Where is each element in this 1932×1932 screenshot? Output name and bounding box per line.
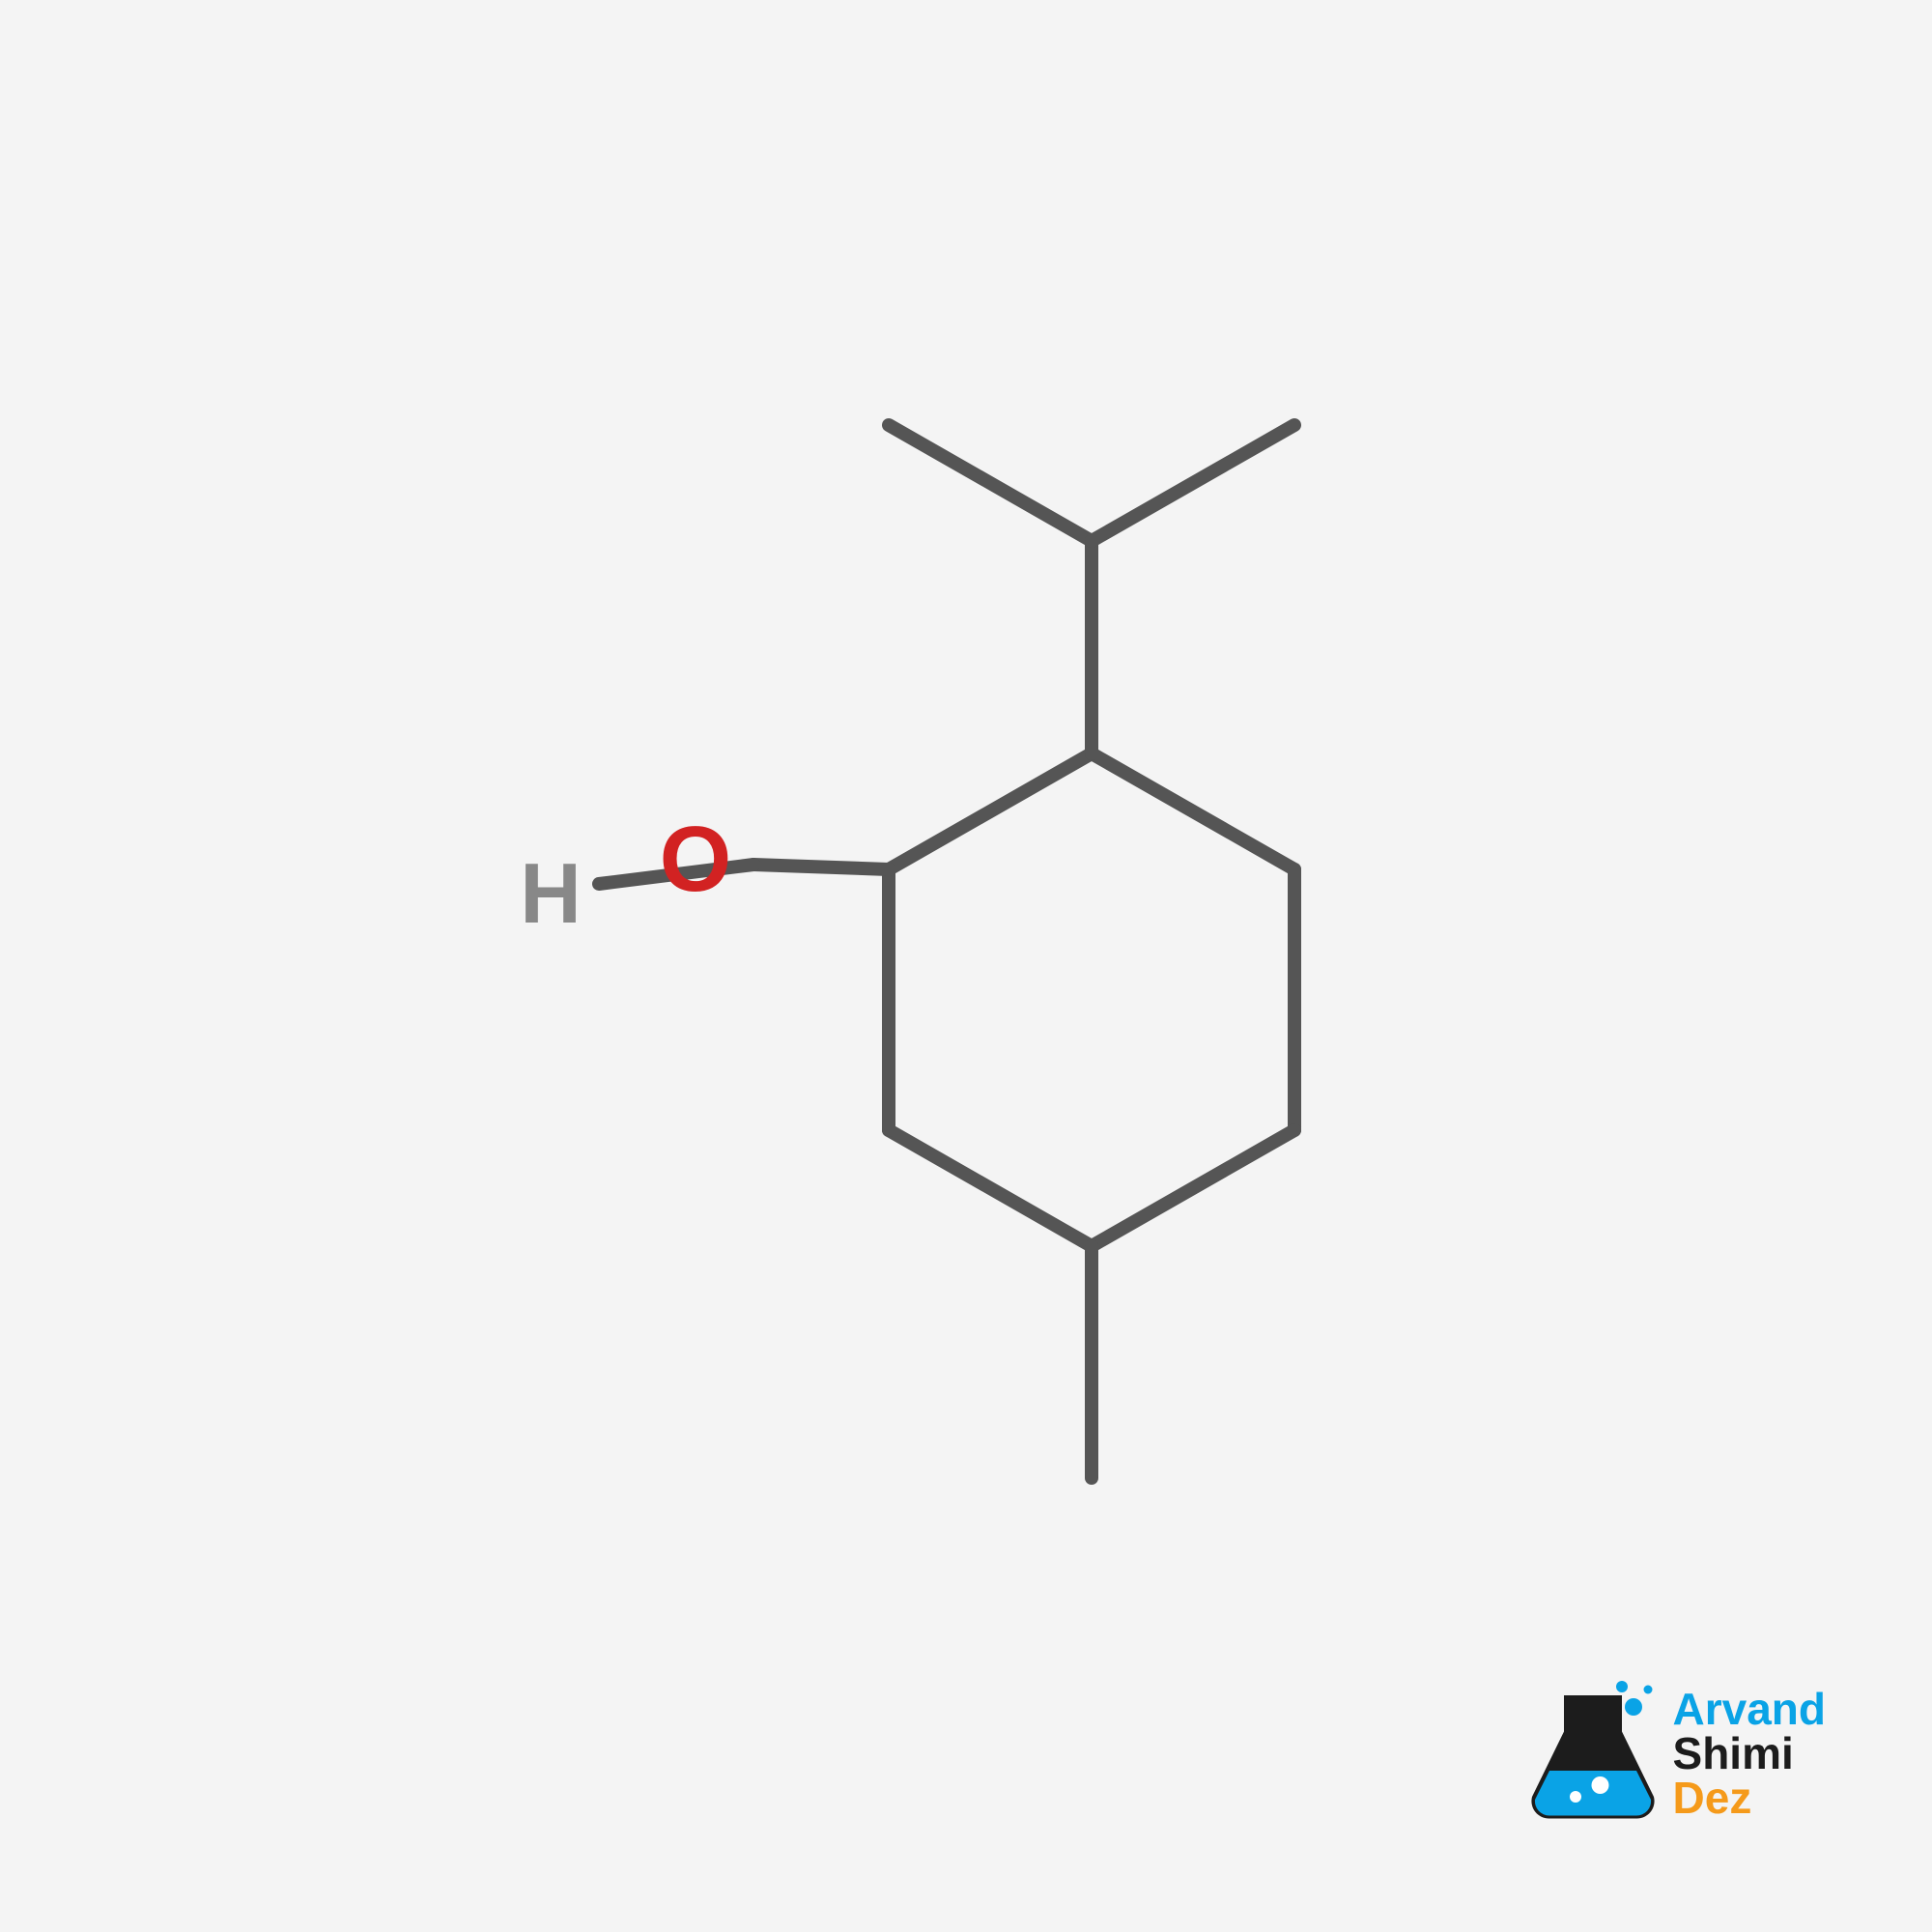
brand-word-dez: Dez — [1673, 1776, 1826, 1820]
diagram-canvas: O H Arvand Shimi Dez — [0, 0, 1932, 1932]
molecule-svg — [0, 0, 1932, 1932]
bond — [1092, 425, 1294, 541]
bond — [889, 1130, 1092, 1246]
oxygen-atom-label: O — [660, 807, 732, 913]
flask-icon — [1520, 1681, 1665, 1826]
brand-word-arvand: Arvand — [1673, 1687, 1826, 1731]
bond — [753, 865, 889, 869]
bond — [1092, 1130, 1294, 1246]
bond — [889, 753, 1092, 869]
brand-logo: Arvand Shimi Dez — [1520, 1681, 1826, 1826]
hydrogen-atom-label: H — [520, 844, 582, 943]
brand-logo-text: Arvand Shimi Dez — [1673, 1687, 1826, 1820]
bond — [889, 425, 1092, 541]
brand-word-shimi: Shimi — [1673, 1731, 1826, 1776]
bond — [1092, 753, 1294, 869]
